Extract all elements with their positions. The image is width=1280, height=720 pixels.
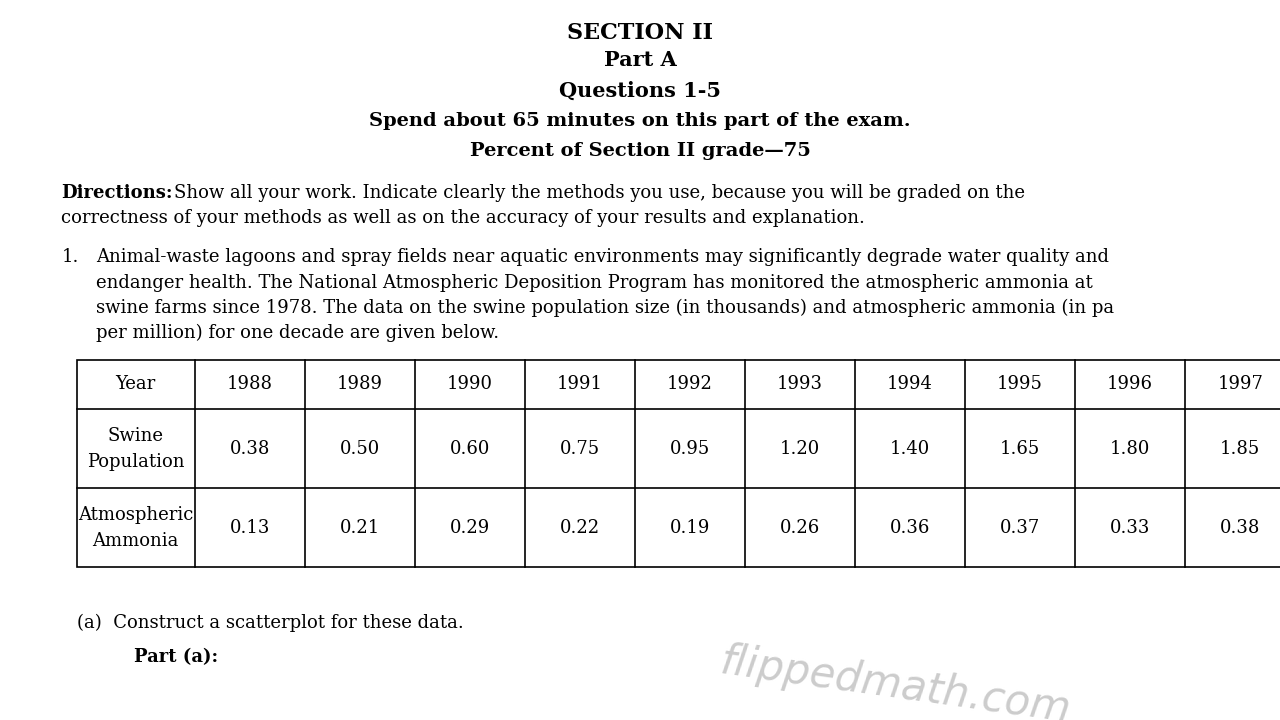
- Text: 0.37: 0.37: [1000, 518, 1041, 537]
- Text: 1.20: 1.20: [780, 439, 820, 458]
- Text: 0.36: 0.36: [890, 518, 931, 537]
- Text: endanger health. The National Atmospheric Deposition Program has monitored the a: endanger health. The National Atmospheri…: [96, 274, 1093, 292]
- Text: 0.33: 0.33: [1110, 518, 1151, 537]
- Text: 1.80: 1.80: [1110, 439, 1151, 458]
- Text: Show all your work. Indicate clearly the methods you use, because you will be gr: Show all your work. Indicate clearly the…: [174, 184, 1025, 202]
- Text: 1991: 1991: [557, 376, 603, 393]
- Text: 1996: 1996: [1107, 376, 1153, 393]
- Text: Part (a):: Part (a):: [134, 648, 219, 666]
- Text: 1988: 1988: [227, 376, 273, 393]
- Text: 0.38: 0.38: [229, 439, 270, 458]
- Text: SECTION II: SECTION II: [567, 22, 713, 44]
- Text: 1.65: 1.65: [1000, 439, 1041, 458]
- Text: Swine: Swine: [108, 426, 164, 444]
- Text: 1993: 1993: [777, 376, 823, 393]
- Text: 1989: 1989: [337, 376, 383, 393]
- Text: Part A: Part A: [604, 50, 676, 71]
- Text: 0.75: 0.75: [559, 439, 600, 458]
- Text: Questions 1-5: Questions 1-5: [559, 81, 721, 101]
- Text: 1.: 1.: [61, 248, 79, 266]
- Text: 0.26: 0.26: [780, 518, 820, 537]
- Text: 0.29: 0.29: [449, 518, 490, 537]
- Text: 0.50: 0.50: [339, 439, 380, 458]
- Text: (a)  Construct a scatterplot for these data.: (a) Construct a scatterplot for these da…: [77, 613, 463, 631]
- Text: Spend about 65 minutes on this part of the exam.: Spend about 65 minutes on this part of t…: [369, 112, 911, 130]
- Text: Population: Population: [87, 452, 184, 471]
- Text: Ammonia: Ammonia: [92, 531, 179, 550]
- Text: 1990: 1990: [447, 376, 493, 393]
- Text: per million) for one decade are given below.: per million) for one decade are given be…: [96, 324, 499, 342]
- Text: Animal-waste lagoons and spray fields near aquatic environments may significantl: Animal-waste lagoons and spray fields ne…: [96, 248, 1108, 266]
- Text: 1992: 1992: [667, 376, 713, 393]
- Text: Atmospheric: Atmospheric: [78, 505, 193, 524]
- Text: Percent of Section II grade—75: Percent of Section II grade—75: [470, 142, 810, 160]
- Text: correctness of your methods as well as on the accuracy of your results and expla: correctness of your methods as well as o…: [61, 209, 865, 227]
- Bar: [77, 360, 1280, 567]
- Text: swine farms since 1978. The data on the swine population size (in thousands) and: swine farms since 1978. The data on the …: [96, 299, 1114, 317]
- Text: flippedmath.com: flippedmath.com: [717, 641, 1073, 720]
- Text: 1.85: 1.85: [1220, 439, 1261, 458]
- Text: 1997: 1997: [1217, 376, 1263, 393]
- Text: Year: Year: [115, 376, 156, 393]
- Text: 0.38: 0.38: [1220, 518, 1261, 537]
- Text: 0.22: 0.22: [559, 518, 600, 537]
- Text: 0.95: 0.95: [669, 439, 710, 458]
- Text: 0.21: 0.21: [339, 518, 380, 537]
- Text: Directions:: Directions:: [61, 184, 173, 202]
- Text: 1995: 1995: [997, 376, 1043, 393]
- Text: 1.40: 1.40: [890, 439, 931, 458]
- Text: 0.60: 0.60: [449, 439, 490, 458]
- Text: 0.13: 0.13: [229, 518, 270, 537]
- Text: 0.19: 0.19: [669, 518, 710, 537]
- Text: 1994: 1994: [887, 376, 933, 393]
